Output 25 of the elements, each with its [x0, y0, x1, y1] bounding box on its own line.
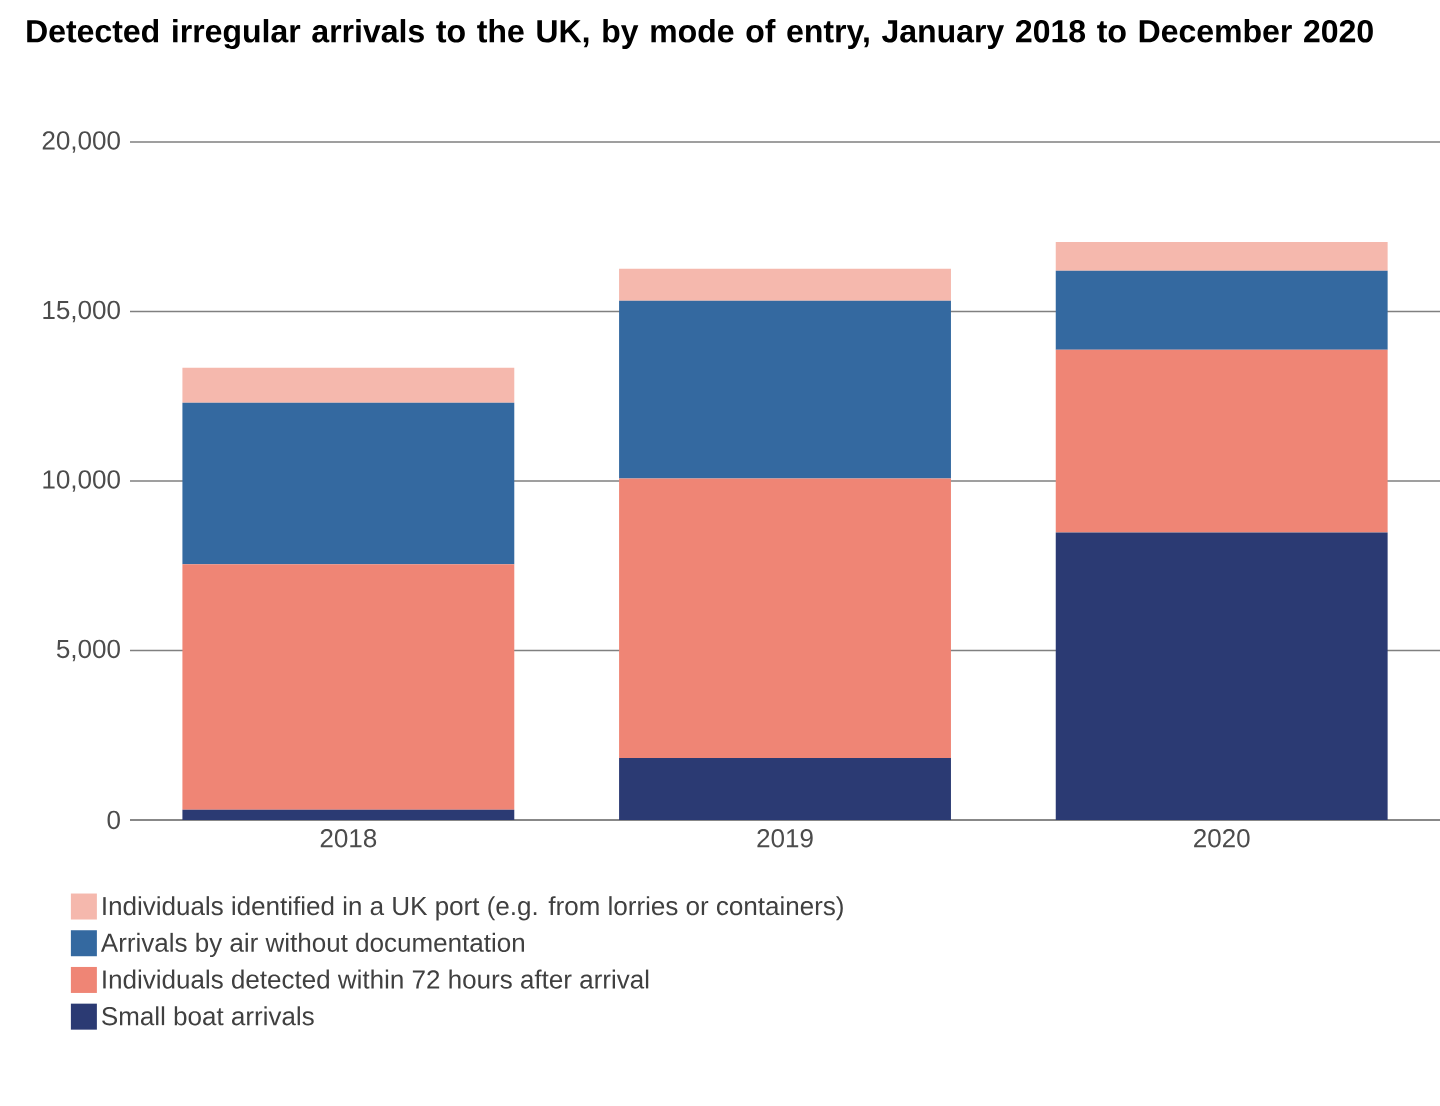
- bar: [1055, 241, 1388, 271]
- bar: [1055, 349, 1388, 533]
- bar: [1055, 532, 1388, 820]
- y-tick-label: 0: [107, 810, 120, 830]
- bar: [1055, 270, 1388, 350]
- y-tick-label: 10,000: [43, 470, 120, 492]
- bar: [182, 402, 515, 565]
- bar: [182, 809, 515, 820]
- x-tick-label: 2019: [757, 829, 813, 848]
- legend-label: Individuals identified in a UK port (e.g. from lorries or containers): [103, 896, 843, 921]
- bar: [619, 300, 951, 479]
- bar: [182, 367, 515, 403]
- bar: [182, 564, 515, 810]
- bar: [619, 757, 951, 820]
- y-tick-label: 5,000: [56, 639, 120, 662]
- y-tick-label: 20,000: [42, 131, 120, 153]
- legend-label: Small boat arrivals: [102, 1006, 314, 1026]
- bar: [619, 478, 951, 758]
- y-tick-label: 15,000: [43, 300, 120, 323]
- x-tick-label: 2020: [1194, 829, 1250, 848]
- chart-title: Detected irregular arrivals to the UK, by mode of entry, January 2018 to December 2020: [27, 19, 1373, 50]
- legend-label: Arrivals by air without documentation: [100, 932, 524, 958]
- x-tick-label: 2018: [320, 829, 377, 848]
- legend-label: Individuals detected within 72 hours after arrival: [103, 969, 649, 989]
- bar: [619, 268, 951, 301]
